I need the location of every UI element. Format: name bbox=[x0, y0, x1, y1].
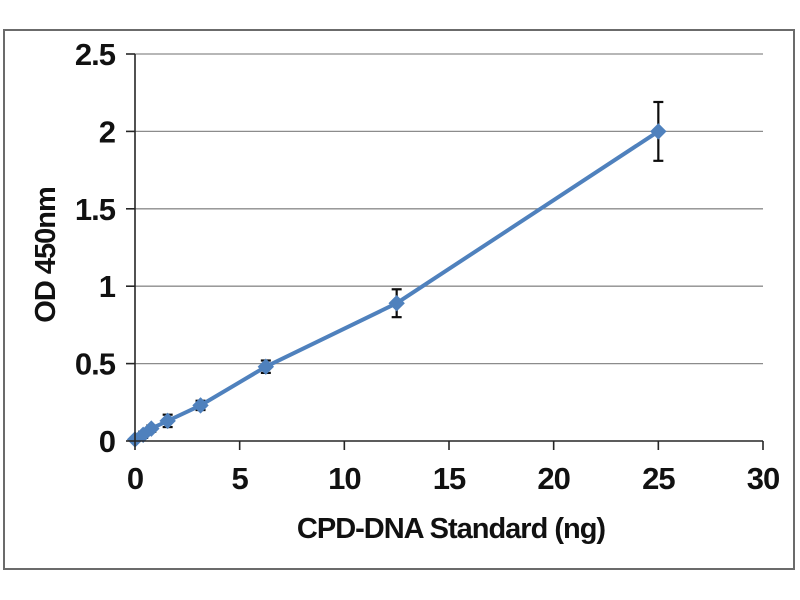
gridlines-group bbox=[135, 53, 763, 365]
x-tick-label: 15 bbox=[433, 461, 466, 496]
data-point-marker bbox=[159, 412, 176, 430]
tick-labels-group: 0 0.5 1 1.5 2 2.5 0 5 10 15 20 25 30 bbox=[75, 37, 780, 496]
x-tick-label: 5 bbox=[232, 461, 249, 496]
chart-frame-border bbox=[3, 29, 795, 570]
data-point-marker bbox=[192, 397, 209, 414]
y-tick-label: 0 bbox=[99, 424, 115, 459]
y-tick-label: 1 bbox=[99, 269, 116, 304]
x-tick-label: 30 bbox=[747, 461, 779, 496]
data-point-marker bbox=[143, 420, 160, 437]
y-tick-label: 2.5 bbox=[75, 37, 116, 72]
series-line bbox=[133, 129, 661, 442]
x-tick-label: 0 bbox=[127, 461, 143, 496]
x-tick-label: 20 bbox=[537, 461, 569, 496]
x-tick-label: 25 bbox=[642, 461, 675, 496]
x-tick-label: 10 bbox=[328, 461, 360, 496]
y-tick-label: 0.5 bbox=[75, 347, 116, 382]
y-tick-label: 1.5 bbox=[75, 192, 116, 227]
axes-group bbox=[126, 53, 764, 450]
y-axis-title: OD 450nm bbox=[30, 187, 62, 322]
x-axis-title: CPD-DNA Standard (ng) bbox=[297, 513, 606, 545]
y-tick-label: 2 bbox=[99, 114, 115, 149]
series-group bbox=[126, 100, 667, 448]
data-point-marker bbox=[650, 123, 667, 140]
data-point-marker bbox=[388, 295, 405, 312]
data-point-marker bbox=[257, 358, 275, 375]
